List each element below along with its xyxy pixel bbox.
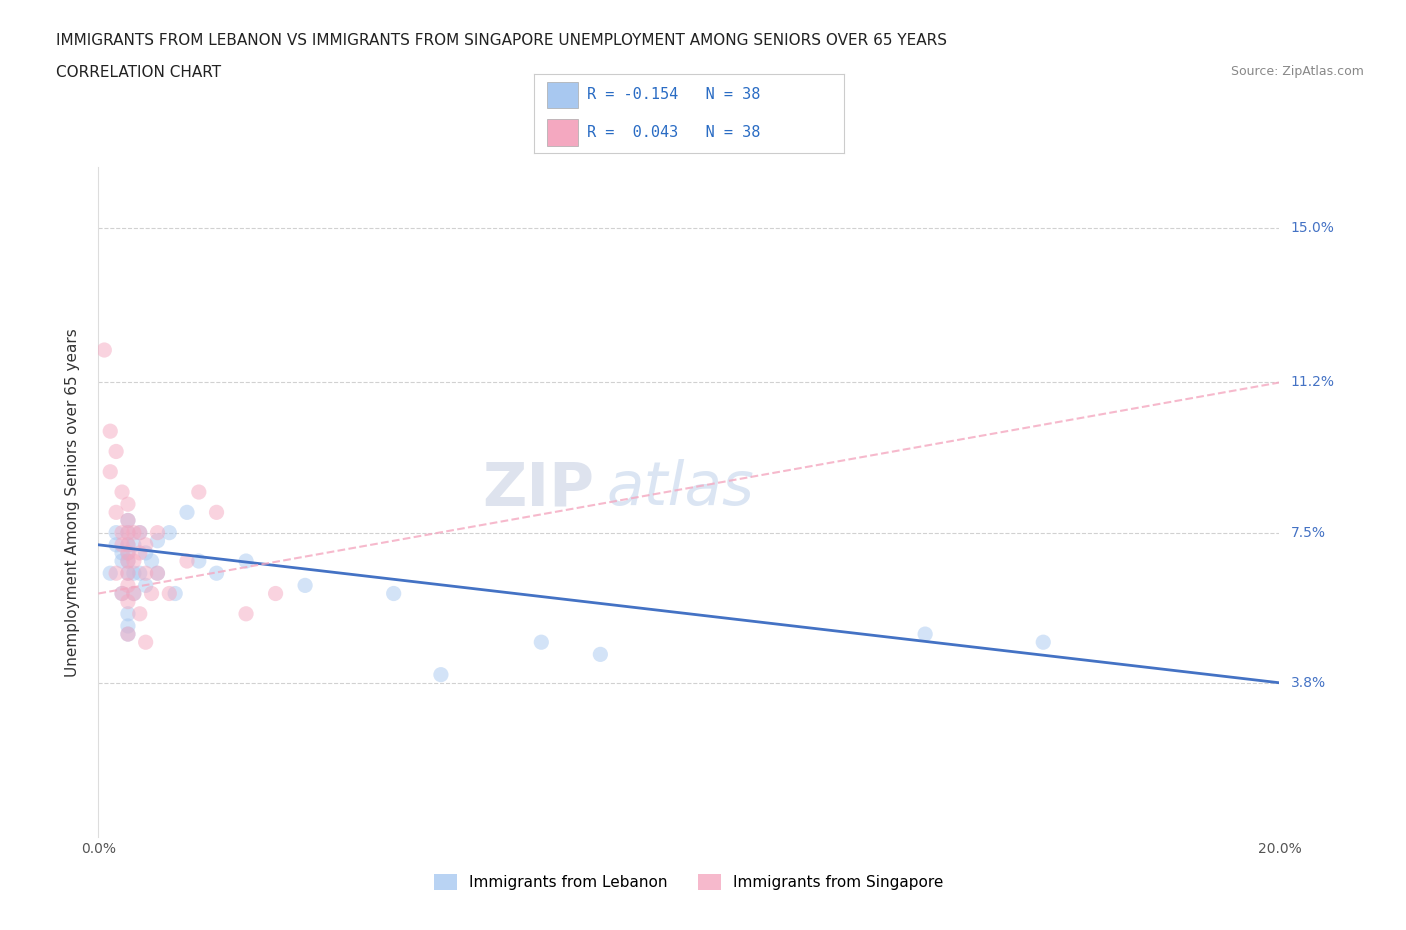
Legend: Immigrants from Lebanon, Immigrants from Singapore: Immigrants from Lebanon, Immigrants from… <box>427 868 950 897</box>
Point <box>157 525 180 540</box>
Point <box>111 525 134 540</box>
Point <box>117 538 139 552</box>
Text: Source: ZipAtlas.com: Source: ZipAtlas.com <box>1230 65 1364 78</box>
Point <box>117 627 139 642</box>
Text: ZIP: ZIP <box>482 459 595 518</box>
Point <box>128 606 150 621</box>
Point <box>117 546 139 561</box>
Point <box>146 565 169 580</box>
Point <box>117 565 139 580</box>
Point <box>117 513 139 528</box>
Point <box>122 525 145 540</box>
Point <box>117 525 139 540</box>
Point <box>146 533 169 548</box>
Text: CORRELATION CHART: CORRELATION CHART <box>56 65 221 80</box>
Point <box>111 546 134 561</box>
Text: R = -0.154   N = 38: R = -0.154 N = 38 <box>586 87 761 102</box>
Point <box>165 586 187 601</box>
Point <box>157 586 180 601</box>
Point <box>93 342 115 357</box>
Point <box>141 553 163 568</box>
Text: 15.0%: 15.0% <box>1291 221 1334 235</box>
Point <box>117 565 139 580</box>
Point <box>128 525 150 540</box>
Point <box>117 538 139 552</box>
Point <box>105 565 128 580</box>
Point <box>105 525 128 540</box>
Point <box>105 505 128 520</box>
Point <box>135 635 157 650</box>
Point <box>135 565 157 580</box>
Point <box>176 505 198 520</box>
Point <box>176 553 198 568</box>
Point <box>111 586 134 601</box>
Text: IMMIGRANTS FROM LEBANON VS IMMIGRANTS FROM SINGAPORE UNEMPLOYMENT AMONG SENIORS : IMMIGRANTS FROM LEBANON VS IMMIGRANTS FR… <box>56 33 948 47</box>
Point <box>111 538 134 552</box>
Point <box>382 586 405 601</box>
Bar <box>547 82 578 108</box>
Point <box>122 538 145 552</box>
Point <box>128 525 150 540</box>
Point <box>117 525 139 540</box>
Point <box>111 485 134 499</box>
Text: atlas: atlas <box>606 459 754 518</box>
Point <box>235 553 257 568</box>
Point <box>264 586 287 601</box>
Text: 11.2%: 11.2% <box>1291 376 1334 390</box>
Point <box>117 513 139 528</box>
Point <box>111 553 134 568</box>
Point <box>128 546 150 561</box>
Point <box>117 546 139 561</box>
Point <box>146 525 169 540</box>
Point <box>98 565 121 580</box>
Point <box>122 565 145 580</box>
Point <box>111 586 134 601</box>
Point <box>122 553 145 568</box>
Point <box>589 647 612 662</box>
Text: 3.8%: 3.8% <box>1291 676 1326 690</box>
Point <box>105 444 128 458</box>
Point <box>122 586 145 601</box>
Point <box>914 627 936 642</box>
Point <box>117 553 139 568</box>
Point <box>98 464 121 479</box>
Point <box>135 538 157 552</box>
Point <box>122 586 145 601</box>
Point <box>117 606 139 621</box>
Point <box>205 565 228 580</box>
Point <box>117 553 139 568</box>
Point <box>1032 635 1054 650</box>
Point <box>117 578 139 592</box>
Point <box>117 594 139 609</box>
Point <box>430 667 453 682</box>
Point <box>187 553 209 568</box>
Point <box>146 565 169 580</box>
Point <box>187 485 209 499</box>
Point <box>135 546 157 561</box>
Point <box>128 565 150 580</box>
Point <box>141 586 163 601</box>
Point <box>294 578 316 592</box>
Bar <box>547 119 578 146</box>
Point <box>105 538 128 552</box>
Point <box>117 627 139 642</box>
Point <box>205 505 228 520</box>
Point <box>98 424 121 439</box>
Point <box>117 497 139 512</box>
Y-axis label: Unemployment Among Seniors over 65 years: Unemployment Among Seniors over 65 years <box>65 328 80 677</box>
Text: R =  0.043   N = 38: R = 0.043 N = 38 <box>586 125 761 140</box>
Point <box>235 606 257 621</box>
Text: 7.5%: 7.5% <box>1291 525 1326 539</box>
Point <box>117 618 139 633</box>
Point <box>530 635 553 650</box>
Point <box>135 578 157 592</box>
